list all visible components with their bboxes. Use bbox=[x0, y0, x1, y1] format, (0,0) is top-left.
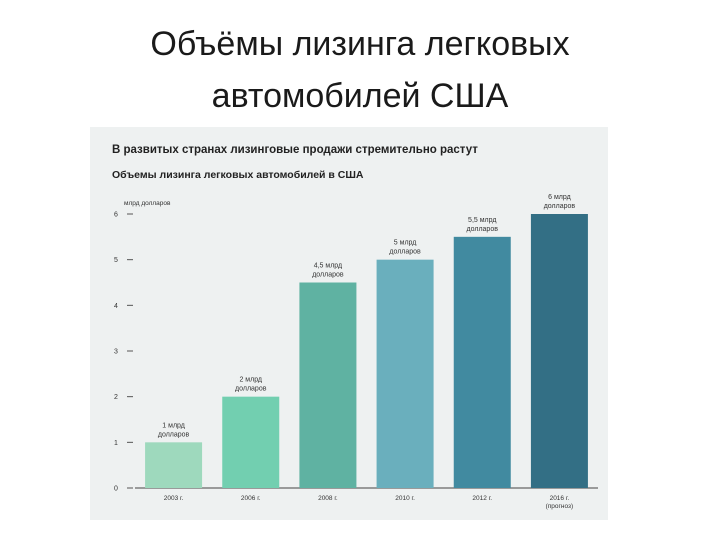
y-axis-unit-label: млрд долларов bbox=[124, 200, 171, 207]
chart-headline: В развитых странах лизинговые продажи ст… bbox=[112, 144, 478, 156]
x-tick-label: 2008 г. bbox=[318, 495, 338, 502]
chart-figure: В развитых странах лизинговые продажи ст… bbox=[90, 127, 608, 520]
bar bbox=[145, 442, 203, 488]
y-tick-label: 1 bbox=[114, 440, 118, 447]
bar-value-label: 6 млрд долларов bbox=[544, 194, 576, 210]
y-tick-label: 4 bbox=[114, 303, 118, 310]
bar-chart: 0 1 2 3 4 5 6 1 млрд долларов 2003 г. 2 млрд доллар… bbox=[114, 194, 598, 510]
chart-title: Объемы лизинга легковых автомобилей в СШ… bbox=[112, 169, 364, 181]
bar bbox=[530, 214, 588, 488]
x-tick-label: 2003 г. bbox=[164, 495, 184, 502]
y-tick-label: 0 bbox=[114, 486, 118, 493]
y-tick-label: 2 bbox=[114, 394, 118, 401]
bar-value-label: 4,5 млрд долларов bbox=[312, 263, 344, 279]
y-tick-label: 6 bbox=[114, 212, 118, 219]
x-tick-label: 2006 г. bbox=[241, 495, 261, 502]
bar-value-label: 1 млрд долларов bbox=[158, 422, 190, 438]
bar bbox=[299, 282, 357, 488]
bar bbox=[453, 236, 511, 488]
slide-title: Объёмы лизинга легковых автомобилей США bbox=[0, 18, 720, 122]
slide-title-line-2: автомобилей США bbox=[211, 77, 509, 115]
bar-value-label: 5,5 млрд долларов bbox=[467, 217, 499, 233]
x-tick-label: 2010 г. bbox=[395, 495, 415, 502]
y-tick-label: 5 bbox=[114, 257, 118, 264]
bar bbox=[376, 259, 434, 488]
slide-title-line-1: Объёмы лизинга легковых bbox=[150, 25, 570, 63]
bar-value-label: 5 млрд долларов bbox=[389, 240, 421, 256]
bar-value-label: 2 млрд долларов bbox=[235, 377, 267, 393]
x-tick-label: 2016 г. (прогноз) bbox=[546, 495, 574, 510]
x-tick-label: 2012 г. bbox=[472, 495, 492, 502]
y-tick-label: 3 bbox=[114, 349, 118, 356]
bar bbox=[222, 396, 280, 488]
